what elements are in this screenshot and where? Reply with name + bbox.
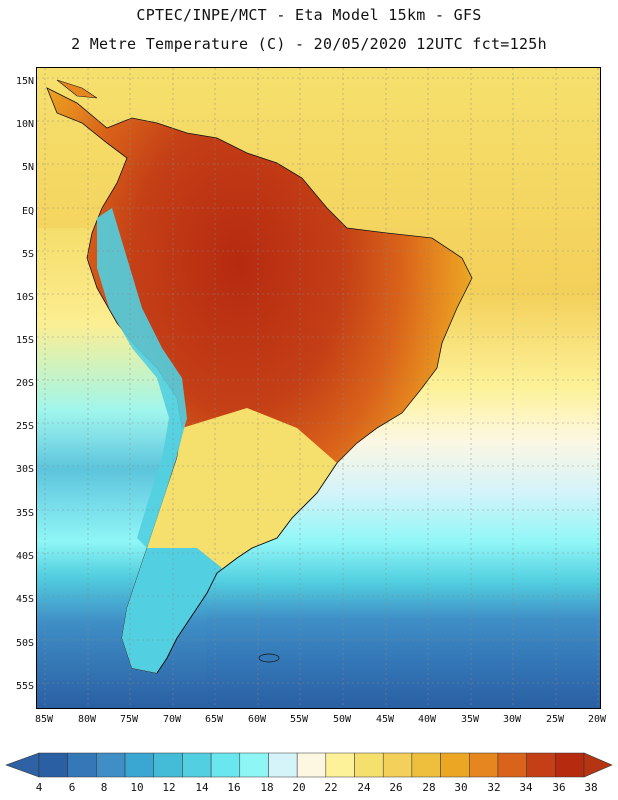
lon-label: 65W	[204, 714, 224, 725]
lon-label: 80W	[77, 714, 97, 725]
colorbar-label: 10	[130, 781, 144, 794]
andes-cold-band	[97, 208, 187, 548]
lon-label: 55W	[289, 714, 309, 725]
lon-label: 35W	[460, 714, 480, 725]
lon-label: 75W	[119, 714, 139, 725]
lon-label: 40W	[417, 714, 437, 725]
colorbar-swatch	[182, 752, 212, 778]
colorbar-swatch	[526, 752, 556, 778]
colorbar-label: 38	[584, 781, 598, 794]
lon-label: 25W	[545, 714, 565, 725]
colorbar-label: 18	[260, 781, 274, 794]
colorbar-swatch	[411, 752, 441, 778]
colorbar-swatch	[153, 752, 183, 778]
colorbar-label: 4	[35, 781, 43, 794]
colorbar-swatch	[325, 752, 355, 778]
colorbar-swatch	[296, 752, 327, 778]
colorbar-label: 12	[162, 781, 176, 794]
lon-label: 70W	[162, 714, 182, 725]
south-atlantic-coast-line	[156, 462, 338, 674]
lat-label: 35S	[15, 508, 34, 519]
lat-label: 10S	[15, 292, 34, 303]
colorbar-label: 28	[422, 781, 436, 794]
colorbar-label: 34	[519, 781, 533, 794]
map-canvas	[37, 68, 600, 708]
colorbar-swatch	[210, 752, 241, 778]
lat-label: 40S	[15, 551, 34, 562]
lon-label: 30W	[502, 714, 522, 725]
colorbar-swatch	[67, 752, 97, 778]
colorbar-swatch	[555, 752, 585, 778]
lat-label: 25S	[15, 421, 34, 432]
graticule-grid	[37, 68, 600, 708]
colorbar-max-arrow	[583, 752, 613, 778]
colorbar-swatch	[268, 752, 298, 778]
colorbar-label: 36	[552, 781, 566, 794]
colorbar-min-arrow	[5, 752, 40, 778]
lat-label: 15N	[15, 76, 34, 87]
colorbar-boxes	[38, 752, 585, 778]
colorbar-label: 6	[68, 781, 76, 794]
lat-label: 50S	[15, 638, 34, 649]
colorbar-swatch	[440, 752, 470, 778]
patagonia-temperature	[122, 548, 222, 673]
map-title-line1: CPTEC/INPE/MCT - Eta Model 15km - GFS	[136, 6, 482, 24]
map-title-line2: 2 Metre Temperature (C) - 20/05/2020 12U…	[71, 35, 547, 53]
colorbar-label: 22	[324, 781, 338, 794]
colorbar-label: 30	[454, 781, 468, 794]
colorbar-swatch	[497, 752, 527, 778]
temperature-colorbar	[5, 752, 613, 778]
central-america-coast	[56, 79, 98, 99]
colorbar-label: 14	[195, 781, 209, 794]
lat-label: 15S	[15, 335, 34, 346]
colorbar-label: 26	[389, 781, 403, 794]
lat-label: 10N	[15, 119, 34, 130]
lat-label: EQ	[21, 206, 34, 217]
lon-label: 20W	[587, 714, 607, 725]
colorbar-label: 16	[227, 781, 241, 794]
temperature-map[interactable]	[36, 67, 601, 709]
colorbar-swatch	[96, 752, 126, 778]
lon-label: 85W	[34, 714, 54, 725]
colorbar-swatch	[354, 752, 384, 778]
lon-label: 45W	[375, 714, 395, 725]
lat-label: 45S	[15, 594, 34, 605]
colorbar-label: 32	[487, 781, 501, 794]
lat-label: 30S	[15, 464, 34, 475]
lat-label: 55S	[15, 681, 34, 692]
colorbar-label: 20	[292, 781, 306, 794]
colorbar-swatch	[382, 752, 413, 778]
falkland-islands	[258, 653, 280, 663]
colorbar-label: 24	[357, 781, 371, 794]
colorbar-label: 8	[100, 781, 108, 794]
lat-label: 5S	[21, 249, 34, 260]
colorbar-swatch	[239, 752, 269, 778]
lon-label: 50W	[332, 714, 352, 725]
lat-label: 20S	[15, 378, 34, 389]
colorbar-swatch	[38, 752, 68, 778]
lat-label: 5N	[21, 162, 34, 173]
lon-label: 60W	[247, 714, 267, 725]
colorbar-swatch	[124, 752, 154, 778]
colorbar-swatch	[469, 752, 499, 778]
